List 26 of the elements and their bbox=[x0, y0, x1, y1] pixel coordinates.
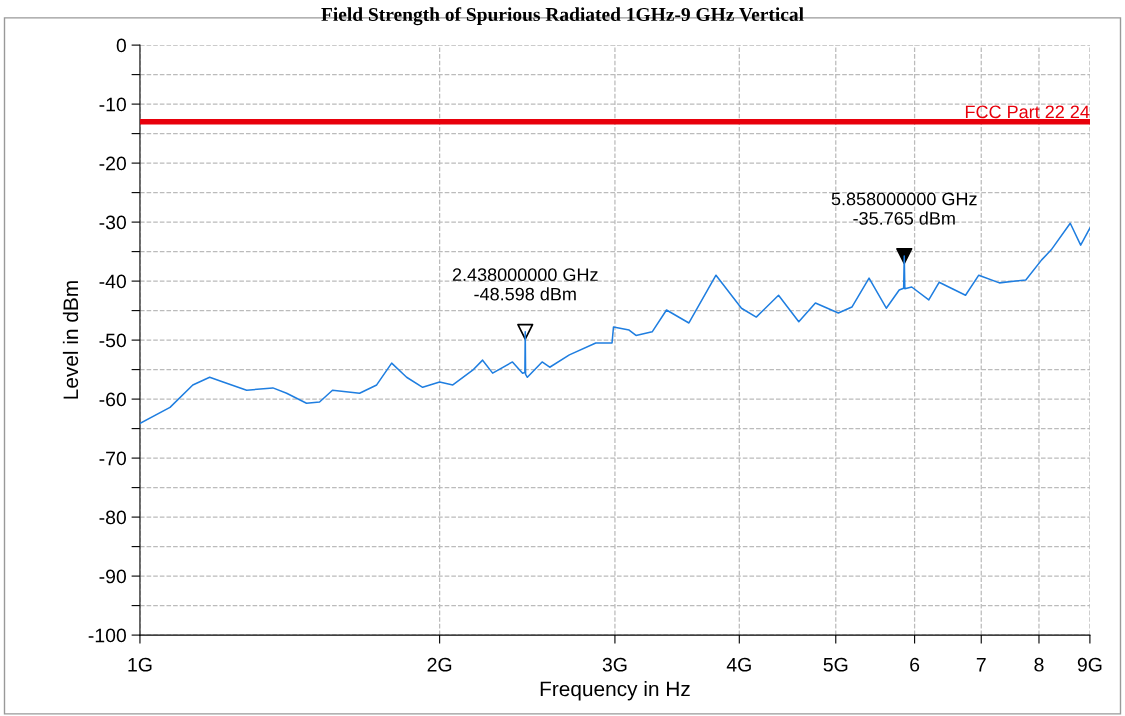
y-tick-label: -50 bbox=[99, 333, 126, 348]
y-tick-label: -90 bbox=[99, 569, 126, 584]
x-tick-label: 8 bbox=[1034, 657, 1044, 672]
x-tick-label: 9G bbox=[1077, 657, 1102, 672]
x-tick-label: 7 bbox=[976, 658, 986, 672]
x-tick-label: 6 bbox=[910, 657, 920, 672]
x-tick-label: 5G bbox=[823, 657, 848, 672]
y-tick-label: -80 bbox=[99, 510, 126, 525]
y-tick-label: 0 bbox=[116, 38, 126, 53]
y-tick-label: -30 bbox=[99, 215, 126, 230]
ref-line-label: FCC Part 22 24 bbox=[965, 105, 1090, 119]
chart-title: Field Strength of Spurious Radiated 1GHz-9 GHz Vertical bbox=[321, 7, 804, 26]
x-tick-label: 1G bbox=[128, 657, 152, 672]
y-tick-label: -60 bbox=[99, 392, 126, 407]
x-tick-label: 2G bbox=[427, 657, 452, 672]
y-tick-label: -40 bbox=[99, 274, 126, 289]
y-axis-title: Level in dBm bbox=[62, 281, 79, 399]
y-tick-label: -100 bbox=[88, 628, 126, 643]
y-tick-label: -10 bbox=[99, 97, 126, 112]
y-tick-label: -20 bbox=[99, 156, 126, 171]
y-tick-label: -70 bbox=[99, 451, 126, 466]
x-tick-label: 3G bbox=[602, 657, 627, 672]
annotation: 2.438000000 GHz -48.598 dBm bbox=[452, 268, 598, 301]
annotation: 5.858000000 GHz -35.765 dBm bbox=[831, 192, 977, 225]
x-tick-label: 4G bbox=[726, 657, 751, 672]
x-axis-title: Frequency in Hz bbox=[540, 681, 690, 701]
